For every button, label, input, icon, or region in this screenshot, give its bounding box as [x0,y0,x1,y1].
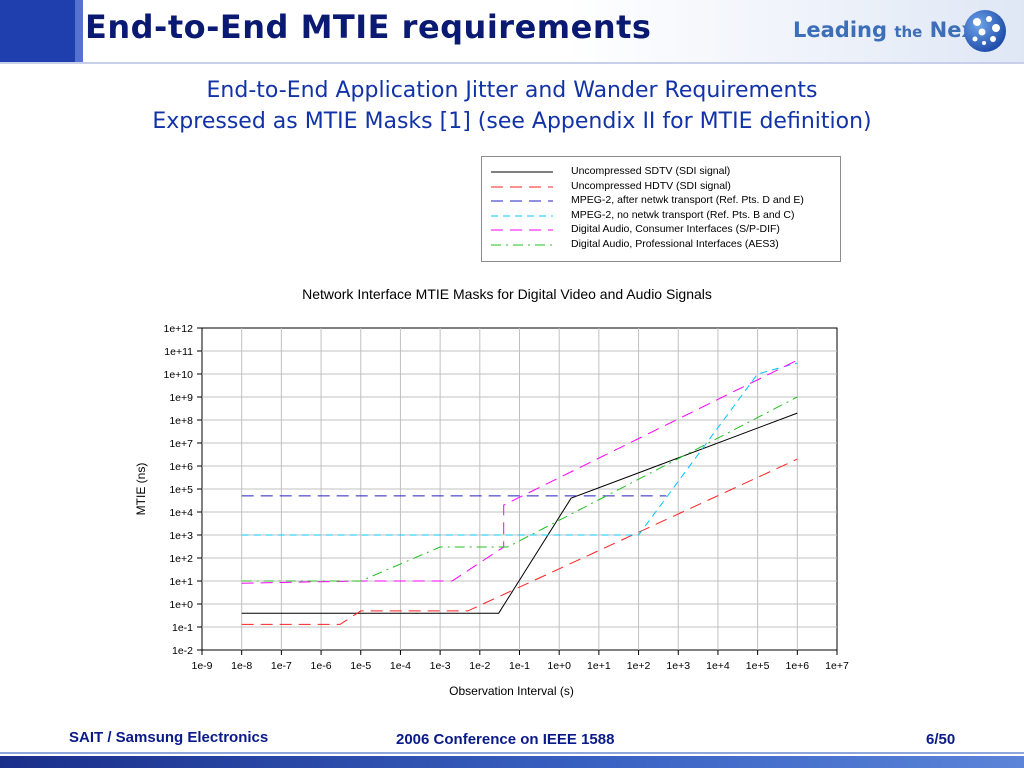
x-tick-label: 1e+0 [547,660,571,672]
x-tick-label: 1e-7 [271,660,292,672]
chart-title: Network Interface MTIE Masks for Digital… [302,286,712,302]
title-bar [0,0,1024,64]
x-axis-label: Observation Interval (s) [449,684,574,698]
subtitle-line-2: Expressed as MTIE Masks [1] (see Appendi… [152,109,872,134]
y-axis-label: MTIE (ns) [134,463,148,516]
title-accent-block [0,0,75,64]
series-line-5 [241,359,798,584]
legend-swatch [491,186,553,188]
legend-swatch [491,200,553,202]
legend-label: Digital Audio, Professional Interfaces (… [571,238,779,250]
x-tick-label: 1e-8 [231,660,252,672]
x-tick-label: 1e-2 [469,660,490,672]
chart-legend: Uncompressed SDTV (SDI signal) Uncompress… [481,156,841,262]
legend-entry-1: Uncompressed SDTV (SDI signal) [490,165,835,180]
series-line-4 [241,362,798,536]
legend-label: Digital Audio, Consumer Interfaces (S/P-… [571,223,780,236]
series-line-6 [241,396,798,582]
x-tick-label: 1e-4 [390,660,411,672]
legend-entry-4: MPEG-2, no netwk transport (Ref. Pts. B … [490,209,835,224]
x-tick-label: 1e+5 [746,660,770,672]
legend-swatch [491,171,553,173]
y-tick-label: 1e+10 [164,369,194,381]
x-tick-label: 1e+3 [666,660,690,672]
logo-word-2: the [894,23,923,41]
globe-ball-icon [964,10,1006,52]
legend-swatch [491,215,553,217]
footer-page-number: 6/50 [926,731,956,748]
x-tick-label: 1e-9 [191,660,212,672]
y-tick-label: 1e+3 [169,530,193,542]
y-tick-label: 1e+6 [169,461,193,473]
footer-organization: SAIT / Samsung Electronics [69,729,269,746]
x-tick-label: 1e+6 [785,660,809,672]
legend-swatch [491,229,553,231]
legend-entry-6: Digital Audio, Professional Interfaces (… [490,238,835,253]
x-tick-label: 1e-3 [430,660,451,672]
y-tick-label: 1e+4 [169,507,193,519]
x-tick-label: 1e-1 [509,660,530,672]
y-tick-label: 1e-2 [172,645,193,657]
x-tick-label: 1e+1 [587,660,611,672]
y-tick-label: 1e+11 [164,346,193,358]
legend-entry-2: Uncompressed HDTV (SDI signal) [490,180,835,195]
y-tick-label: 1e+2 [169,553,193,565]
x-tick-label: 1e-5 [350,660,371,672]
x-tick-label: 1e+4 [706,660,730,672]
series-line-2 [241,458,798,625]
y-tick-label: 1e+5 [169,484,193,496]
y-tick-label: 1e+8 [169,415,193,427]
logo-word-1: Leading [793,18,895,42]
legend-label: Uncompressed SDTV (SDI signal) [571,165,731,177]
legend-label: MPEG-2, after netwk transport (Ref. Pts.… [571,194,804,207]
legend-label: Uncompressed HDTV (SDI signal) [571,179,731,192]
y-tick-label: 1e+0 [169,599,193,611]
legend-swatch [491,244,553,246]
y-tick-label: 1e+1 [169,576,193,588]
x-tick-label: 1e+2 [627,660,651,672]
y-tick-label: 1e+9 [169,392,193,404]
x-tick-label: 1e-6 [311,660,332,672]
legend-label: MPEG-2, no netwk transport (Ref. Pts. B … [571,208,795,221]
footer-rule [0,752,1024,754]
y-tick-label: 1e-1 [172,622,193,634]
x-tick-label: 1e+7 [825,660,849,672]
y-tick-label: 1e+7 [169,438,193,450]
footer-bar [0,756,1024,768]
title-accent-stripe [75,0,83,64]
y-tick-label: 1e+12 [164,323,194,335]
footer-conference: 2006 Conference on IEEE 1588 [396,731,615,748]
legend-entry-3: MPEG-2, after netwk transport (Ref. Pts.… [490,194,835,209]
title-rule [0,62,1024,64]
legend-entry-5: Digital Audio, Consumer Interfaces (S/P-… [490,223,835,238]
slide-title: End-to-End MTIE requirements [85,8,652,46]
subtitle-line-1: End-to-End Application Jitter and Wander… [206,78,818,103]
